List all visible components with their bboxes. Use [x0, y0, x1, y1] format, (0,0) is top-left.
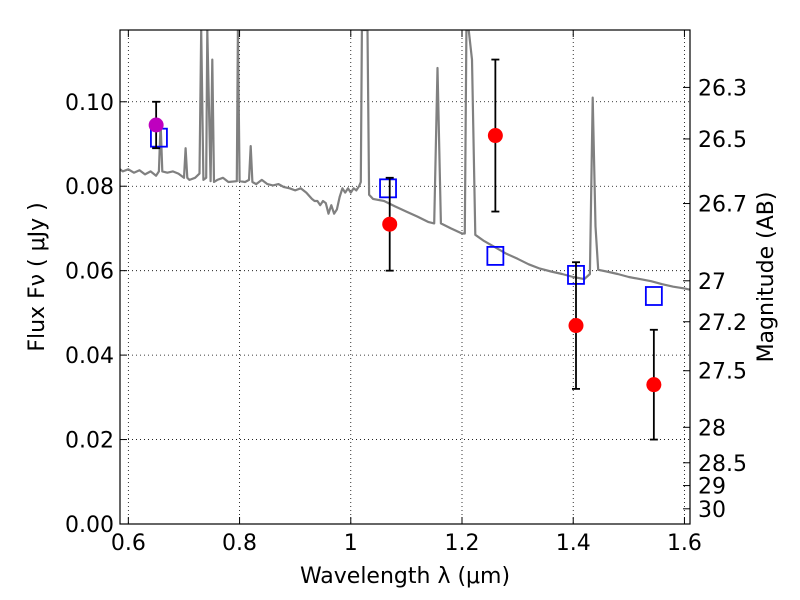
grid — [120, 30, 690, 525]
observed-photometry-series — [148, 58, 662, 441]
mag-tick-label: 27 — [698, 270, 726, 295]
mag-tick-label: 26.7 — [698, 193, 747, 218]
plot-frame — [119, 29, 691, 525]
x-tick-label: 1.2 — [445, 531, 480, 556]
template-spectrum — [120, 30, 690, 291]
mag-tick-label: 27.2 — [698, 311, 747, 336]
model-photometry-series — [150, 127, 663, 306]
mag-tick-label: 30 — [698, 498, 726, 523]
model-point — [644, 286, 663, 306]
axis-ticks: 0.6 0.8 1 1.2 1.4 1.6 0.00 0.02 0.04 0.06 0.08 0.10… — [65, 30, 747, 556]
mag-tick-label: 27.5 — [698, 360, 747, 385]
y-tick-label: 0.00 — [65, 513, 114, 538]
y-axis-label: Flux Fν ( μJy ) — [25, 202, 50, 351]
observed-point — [568, 318, 584, 334]
y-tick-label: 0.02 — [65, 429, 114, 454]
observed-point — [148, 117, 164, 133]
x-tick-label: 1.6 — [667, 531, 702, 556]
x-tick-label: 0.8 — [222, 531, 257, 556]
model-point — [379, 178, 397, 199]
model-point — [486, 245, 505, 266]
y-tick-label: 0.10 — [65, 91, 114, 116]
y-tick-label: 0.08 — [65, 175, 114, 200]
mag-tick-label: 29 — [698, 475, 726, 500]
spectrum-line — [120, 30, 690, 291]
mag-tick-label: 26.3 — [698, 76, 747, 101]
observed-point — [646, 377, 662, 393]
mag-tick-label: 28.5 — [698, 452, 747, 477]
x-axis-label: Wavelength λ (μm) — [300, 564, 510, 589]
mag-tick-label: 26.5 — [698, 128, 747, 153]
y-tick-label: 0.06 — [65, 260, 114, 285]
observed-point — [382, 216, 398, 232]
mag-tick-label: 28 — [698, 416, 726, 441]
observed-point — [487, 128, 503, 144]
y-axis-right-label: Magnitude (AB) — [754, 192, 779, 363]
y-tick-label: 0.04 — [65, 344, 114, 369]
x-tick-label: 1.4 — [556, 531, 591, 556]
x-tick-label: 0.6 — [111, 531, 146, 556]
x-tick-label: 1 — [344, 531, 358, 556]
